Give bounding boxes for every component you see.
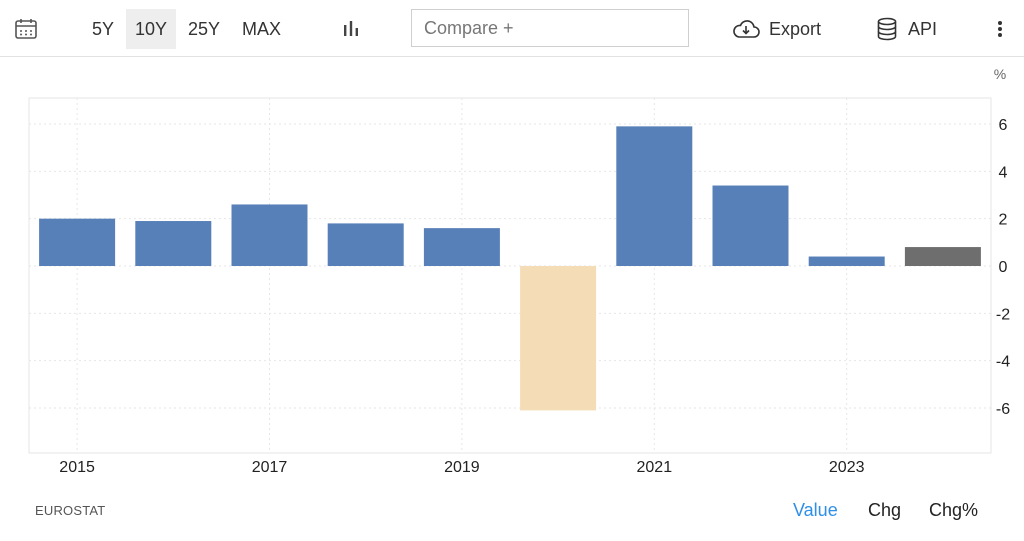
bar-2016[interactable] [135,221,212,266]
y-tick-label: -2 [996,306,1010,323]
value-mode-button[interactable]: Value [793,500,838,520]
y-axis-ticks: 6 4 2 0 -2 -4 -6 [996,117,1010,418]
y-tick-label: -4 [996,354,1010,371]
bar-2022[interactable] [712,185,789,266]
x-axis-ticks: 2015 2017 2019 2021 2023 [59,459,864,476]
database-icon [877,17,897,41]
export-button[interactable]: Export [731,9,821,49]
y-tick-label: 4 [999,164,1008,181]
range-max-button[interactable]: MAX [242,19,282,39]
y-tick-label: 6 [999,117,1008,134]
bar-2018[interactable] [327,223,404,266]
bar-2019[interactable] [423,228,500,266]
chg-percent-mode-button[interactable]: Chg% [929,500,979,520]
plot-frame [28,97,992,454]
range-5y-button[interactable]: 5Y [92,19,115,39]
x-tick-label: 2019 [444,459,480,476]
compare-input[interactable]: Compare + [411,9,689,47]
y-tick-label: -6 [996,401,1010,418]
bar-2015[interactable] [39,218,116,266]
cloud-download-icon [733,20,760,38]
x-tick-label: 2021 [637,459,673,476]
x-tick-label: 2017 [252,459,288,476]
bar-2017[interactable] [231,204,308,266]
calendar-icon[interactable] [12,9,40,49]
y-tick-label: 2 [999,212,1008,229]
chart-grid [28,97,992,454]
source-label: EUROSTAT [35,503,106,518]
x-tick-label: 2015 [59,459,95,476]
bar-series [39,126,981,411]
y-tick-label: 0 [999,259,1008,276]
more-options-icon[interactable] [990,9,1010,49]
bar-2021[interactable] [616,126,693,266]
export-label: Export [769,19,822,39]
bar-2023[interactable] [808,256,885,266]
range-10y-button[interactable]: 10Y [126,9,177,49]
api-label: API [908,19,938,39]
y-axis-unit-label: % [994,66,1006,82]
bar-2024[interactable] [904,247,981,266]
bar-2020[interactable] [520,266,597,411]
toolbar: 5Y 10Y 25Y MAX Compare + Export API [0,0,1024,57]
chart-type-icon[interactable] [338,9,364,49]
x-tick-label: 2023 [829,459,865,476]
chg-mode-button[interactable]: Chg [868,500,902,520]
bar-chart: % 6 4 2 0 -2 -4 -6 2015 2017 2019 2021 2023 [28,66,1010,476]
range-25y-button[interactable]: 25Y [188,19,221,39]
api-button[interactable]: API [876,9,937,49]
